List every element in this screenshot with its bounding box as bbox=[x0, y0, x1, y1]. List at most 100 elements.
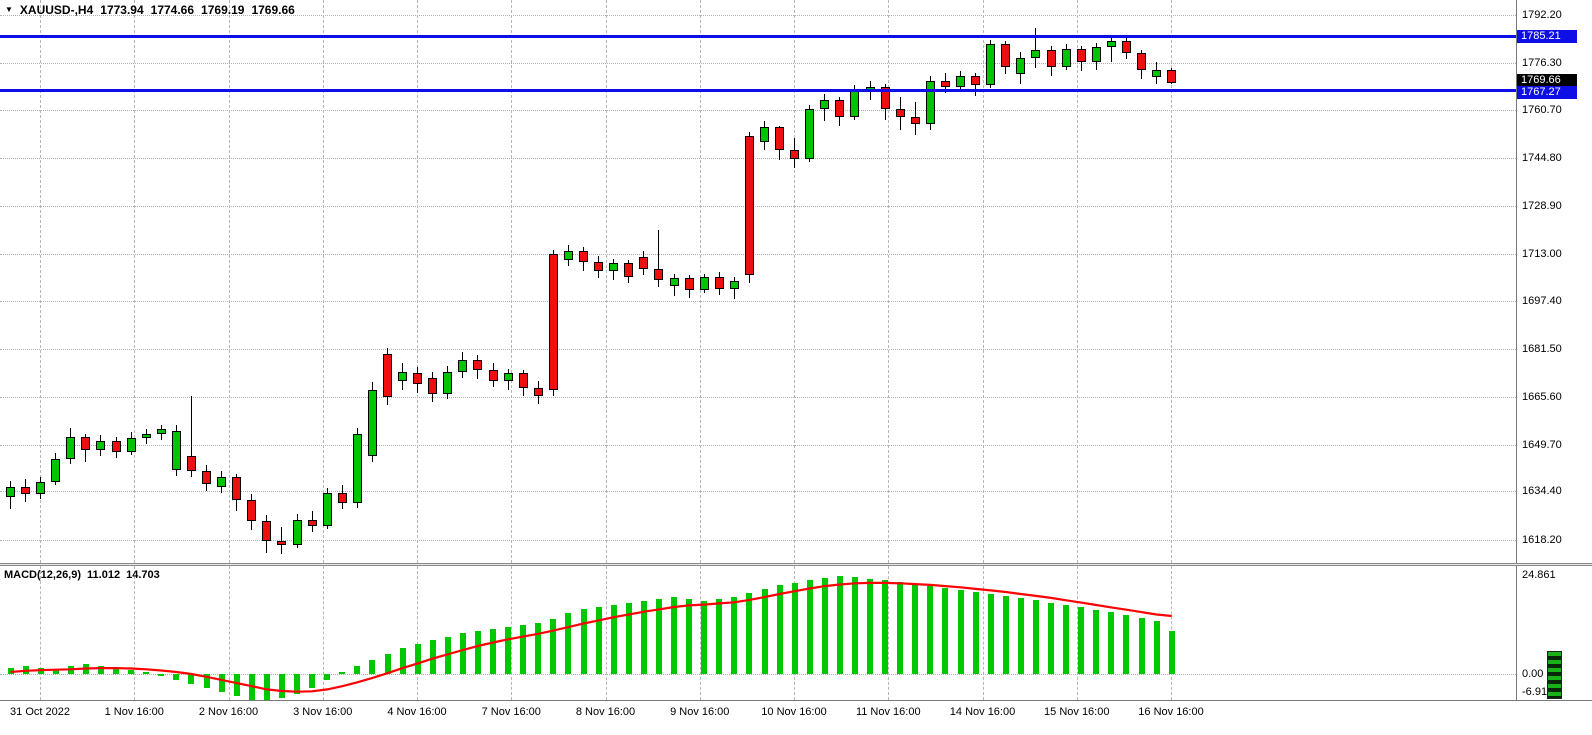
gridline-vertical bbox=[228, 0, 230, 563]
bull-candle-body bbox=[443, 371, 453, 395]
bull-candle-body bbox=[1061, 48, 1071, 67]
macd-histogram-bar bbox=[912, 584, 919, 674]
gridline-vertical bbox=[511, 566, 513, 700]
bear-candle-body bbox=[202, 471, 212, 484]
gridline-horizontal bbox=[0, 158, 1516, 160]
macd-histogram-bar bbox=[369, 660, 376, 674]
time-axis-label: 3 Nov 16:00 bbox=[293, 706, 353, 718]
bear-candle-body bbox=[277, 540, 287, 546]
candle bbox=[21, 0, 31, 563]
macd-histogram-bar bbox=[429, 640, 436, 674]
bear-candle-body bbox=[247, 500, 257, 522]
macd-scale-label: 24.861 bbox=[1522, 569, 1556, 582]
candle bbox=[729, 0, 739, 563]
bull-candle-body bbox=[563, 251, 573, 261]
main-chart-area[interactable]: ▼ XAUUSD-,H4 1773.94 1774.66 1769.19 176… bbox=[0, 0, 1516, 563]
scroll-thumb[interactable] bbox=[1547, 651, 1562, 699]
macd-histogram-bar bbox=[957, 590, 964, 674]
gridline-vertical bbox=[888, 566, 890, 700]
macd-histogram-bar bbox=[218, 674, 225, 692]
bear-candle-body bbox=[594, 261, 604, 271]
candle bbox=[156, 0, 166, 563]
macd-histogram-bar bbox=[233, 674, 240, 696]
bull-candle-body bbox=[729, 281, 739, 289]
candle bbox=[66, 0, 76, 563]
candle bbox=[880, 0, 890, 563]
gridline-horizontal bbox=[0, 491, 1516, 493]
macd-histogram-bar bbox=[474, 630, 481, 674]
macd-name: MACD(12,26,9) bbox=[4, 569, 82, 581]
macd-histogram-bar bbox=[897, 582, 904, 674]
gridline-vertical bbox=[417, 566, 418, 700]
macd-histogram-bar bbox=[655, 599, 662, 674]
candle bbox=[367, 0, 377, 563]
bear-candle-body bbox=[1167, 70, 1177, 84]
bear-candle-body bbox=[186, 456, 196, 472]
candle bbox=[428, 0, 438, 563]
macd-histogram-bar bbox=[610, 605, 617, 674]
candle-wick bbox=[190, 395, 192, 478]
macd-histogram-bar bbox=[1138, 617, 1145, 674]
bull-candle-body bbox=[96, 441, 106, 451]
hline-price-badge: 1767.27 bbox=[1517, 86, 1577, 100]
macd-histogram-bar bbox=[1093, 609, 1100, 674]
bear-candle-body bbox=[473, 359, 483, 371]
candle bbox=[111, 0, 121, 563]
bear-candle-body bbox=[232, 477, 242, 501]
macd-histogram-bar bbox=[716, 599, 723, 674]
candle bbox=[820, 0, 830, 563]
candle bbox=[986, 0, 996, 563]
bear-candle-body bbox=[940, 80, 950, 87]
candle bbox=[458, 0, 468, 563]
bull-candle-body bbox=[322, 492, 332, 526]
symbol-period-label: XAUUSD-,H4 bbox=[19, 3, 94, 17]
candle bbox=[262, 0, 272, 563]
time-axis[interactable]: 31 Oct 2022 1 Nov 16:00 2 Nov 16:00 3 Nov 1… bbox=[0, 700, 1592, 727]
candle bbox=[805, 0, 815, 563]
macd-histogram-bar bbox=[565, 612, 572, 674]
time-axis-label: 10 Nov 16:00 bbox=[761, 706, 827, 718]
gridline-vertical bbox=[511, 0, 513, 563]
symbol-dropdown-icon[interactable]: ▼ bbox=[5, 5, 13, 14]
panel-divider[interactable] bbox=[0, 563, 1592, 566]
candle bbox=[322, 0, 332, 563]
macd-histogram-bar bbox=[821, 578, 828, 674]
macd-canvas[interactable]: MACD(12,26,9) 11.012 14.703 bbox=[0, 566, 1516, 700]
bull-candle-body bbox=[141, 433, 151, 439]
bear-candle-body bbox=[81, 436, 91, 451]
candle bbox=[1106, 0, 1116, 563]
candle bbox=[760, 0, 769, 563]
last-price-badge: 1769.66 bbox=[1517, 74, 1577, 88]
support-line[interactable] bbox=[0, 88, 1516, 92]
candle bbox=[1076, 0, 1086, 563]
bull-candle-body bbox=[609, 263, 619, 271]
gridline-vertical bbox=[888, 0, 890, 563]
candle bbox=[141, 0, 151, 563]
bull-candle-body bbox=[126, 438, 136, 452]
price-scale-label: 1728.90 bbox=[1522, 199, 1562, 212]
gridline-vertical bbox=[982, 0, 984, 563]
time-axis-label: 7 Nov 16:00 bbox=[481, 706, 541, 718]
price-scale-label: 1665.60 bbox=[1522, 390, 1562, 403]
resistance-line[interactable] bbox=[0, 34, 1516, 38]
macd-histogram-bar bbox=[595, 606, 602, 674]
bull-candle-body bbox=[217, 477, 227, 487]
macd-histogram-bar bbox=[354, 666, 361, 674]
candle bbox=[956, 0, 966, 563]
macd-histogram-bar bbox=[1078, 607, 1085, 674]
candle bbox=[36, 0, 46, 563]
price-axis[interactable]: 1792.20 1776.30 1760.70 1744.80 1728.90 1713.… bbox=[1517, 0, 1592, 563]
macd-histogram-bar bbox=[173, 674, 180, 680]
bear-candle-body bbox=[337, 492, 347, 504]
gridline-vertical bbox=[605, 0, 607, 563]
bear-candle-body bbox=[1001, 44, 1011, 67]
macd-scale-label: -6.91 bbox=[1522, 686, 1548, 698]
hline-price-badge: 1785.21 bbox=[1517, 30, 1577, 44]
bear-candle-body bbox=[1121, 41, 1131, 54]
candle bbox=[654, 0, 664, 563]
candle-wick bbox=[1035, 27, 1037, 69]
candle bbox=[352, 0, 362, 563]
candle bbox=[1137, 0, 1146, 563]
candle bbox=[925, 0, 935, 563]
time-axis-label: 2 Nov 16:00 bbox=[198, 706, 259, 718]
